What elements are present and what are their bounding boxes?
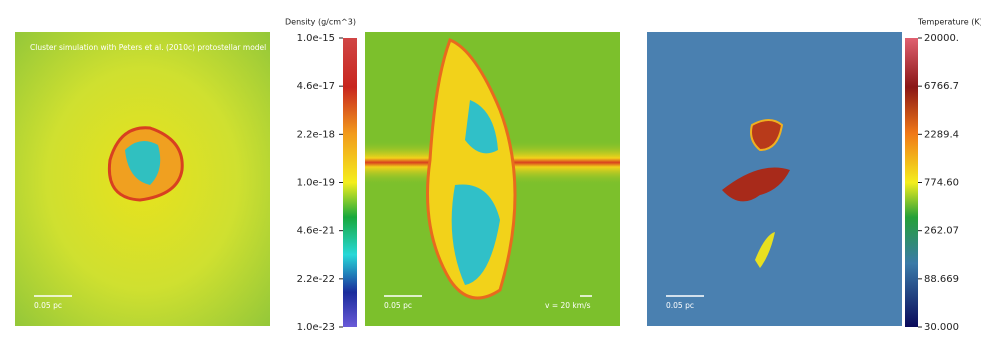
- panel: 0.05 pc v = 20 km/s: [365, 32, 620, 326]
- tick-label: 1.0e-23: [297, 322, 335, 333]
- tick-label: 30.000: [924, 322, 959, 333]
- core: [125, 141, 161, 185]
- hot-region: [750, 119, 784, 152]
- panel: 0.05 pc: [647, 32, 902, 326]
- colorbar-scale: [343, 38, 357, 327]
- tick-label: 2.2e-22: [297, 274, 335, 285]
- colorbar-scale: [905, 38, 918, 327]
- colorbar-title: Density (g/cm^3): [285, 18, 356, 27]
- tick-label: 2289.4: [924, 129, 959, 140]
- colorbar-title: Temperature (K): [917, 18, 981, 27]
- core: [451, 100, 500, 285]
- tick-label: 6766.7: [924, 81, 959, 92]
- tick-label: 20000.: [924, 33, 959, 44]
- tick-label: 1.0e-15: [297, 33, 335, 44]
- colorbar: Temperature (K) 20000. 6766.7 2289.4 774.60…: [905, 18, 981, 333]
- tick-label: 88.669: [924, 274, 959, 285]
- tick-label: 262.07: [924, 226, 959, 237]
- hot-region: [722, 167, 790, 202]
- warm-region: [755, 232, 775, 268]
- tick-label: 4.6e-17: [297, 81, 335, 92]
- tick-label: 1.0e-19: [297, 178, 335, 189]
- colorbar: Density (g/cm^3) 1.0e-15 4.6e-17 2.2e-18 1.…: [285, 18, 357, 333]
- tick-label: 4.6e-21: [297, 226, 335, 237]
- tick-label: 774.60: [924, 178, 959, 189]
- scale-label: 0.05 pc: [666, 301, 694, 310]
- scale-label: 0.05 pc: [384, 301, 412, 310]
- vector-label: v = 20 km/s: [545, 301, 591, 310]
- caption: Cluster simulation with Peters et al. (2…: [30, 43, 266, 52]
- scale-label: 0.05 pc: [34, 301, 62, 310]
- panel: Cluster simulation with Peters et al. (2…: [15, 32, 270, 326]
- tick-label: 2.2e-18: [297, 129, 335, 140]
